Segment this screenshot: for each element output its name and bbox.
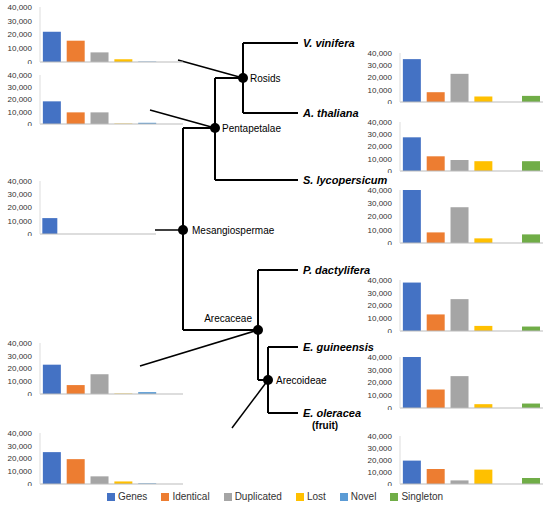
svg-text:30,000: 30,000 xyxy=(8,352,33,361)
svg-text:10,000: 10,000 xyxy=(8,108,33,117)
svg-text:20,000: 20,000 xyxy=(368,301,393,310)
svg-text:30,000: 30,000 xyxy=(368,199,393,208)
svg-text:10,000: 10,000 xyxy=(368,226,393,235)
svg-text:10,000: 10,000 xyxy=(8,377,33,386)
svg-text:40,000: 40,000 xyxy=(368,432,393,441)
svg-text:A. thaliana: A. thaliana xyxy=(302,107,359,119)
svg-text:30,000: 30,000 xyxy=(368,130,393,139)
svg-text:30,000: 30,000 xyxy=(8,190,33,199)
svg-text:30,000: 30,000 xyxy=(368,366,393,375)
svg-text:30,000: 30,000 xyxy=(8,442,33,451)
svg-text:30,000: 30,000 xyxy=(368,444,393,453)
svg-text:0: 0 xyxy=(28,480,33,486)
svg-text:Rosids: Rosids xyxy=(250,73,281,84)
svg-text:Mesangiospermae: Mesangiospermae xyxy=(192,225,275,236)
svg-text:10,000: 10,000 xyxy=(368,391,393,400)
svg-text:10,000: 10,000 xyxy=(368,314,393,323)
svg-text:0: 0 xyxy=(388,167,393,173)
svg-text:Pentapetalae: Pentapetalae xyxy=(222,123,281,134)
svg-text:40,000: 40,000 xyxy=(8,339,33,348)
svg-text:20,000: 20,000 xyxy=(368,73,393,82)
svg-text:30,000: 30,000 xyxy=(8,83,33,92)
svg-text:40,000: 40,000 xyxy=(8,177,33,186)
html-text:Duplicated: Duplicated xyxy=(234,491,282,502)
svg-text:40,000: 40,000 xyxy=(368,49,393,58)
svg-text:40,000: 40,000 xyxy=(368,118,393,127)
svg-text:0: 0 xyxy=(28,58,33,64)
svg-text:Arecoideae: Arecoideae xyxy=(276,375,327,386)
svg-text:P. dactylifera: P. dactylifera xyxy=(303,264,370,276)
svg-text:40,000: 40,000 xyxy=(368,276,393,285)
svg-text:10,000: 10,000 xyxy=(8,217,33,226)
svg-text:0: 0 xyxy=(388,480,393,486)
svg-text:20,000: 20,000 xyxy=(8,203,33,212)
html-text:Novel: Novel xyxy=(350,491,377,502)
svg-text:0: 0 xyxy=(388,327,393,333)
svg-text:20,000: 20,000 xyxy=(368,456,393,465)
svg-text:10,000: 10,000 xyxy=(8,44,33,53)
svg-text:40,000: 40,000 xyxy=(368,353,393,362)
svg-text:40,000: 40,000 xyxy=(8,71,33,80)
svg-text:30,000: 30,000 xyxy=(368,61,393,70)
svg-text:S. lycopersicum: S. lycopersicum xyxy=(303,174,388,186)
html-text:Genes: Genes xyxy=(117,491,148,502)
svg-text:0: 0 xyxy=(28,390,33,396)
svg-text:30,000: 30,000 xyxy=(8,17,33,26)
svg-text:40,000: 40,000 xyxy=(368,186,393,195)
svg-text:20,000: 20,000 xyxy=(368,212,393,221)
svg-text:(fruit): (fruit) xyxy=(312,420,338,431)
html-text:Lost: Lost xyxy=(306,491,326,502)
svg-text:10,000: 10,000 xyxy=(8,467,33,476)
svg-text:E. oleracea: E. oleracea xyxy=(303,407,361,419)
svg-text:V. vinifera: V. vinifera xyxy=(303,37,355,49)
svg-text:10,000: 10,000 xyxy=(368,155,393,164)
svg-text:E. guineensis: E. guineensis xyxy=(303,341,374,353)
svg-text:Arecaceae: Arecaceae xyxy=(204,313,252,324)
html-text:Singleton: Singleton xyxy=(401,491,444,502)
svg-text:40,000: 40,000 xyxy=(8,3,33,12)
svg-text:20,000: 20,000 xyxy=(8,30,33,39)
svg-text:20,000: 20,000 xyxy=(8,454,33,463)
html-text:Identical: Identical xyxy=(172,491,210,502)
svg-text:0: 0 xyxy=(388,239,393,245)
svg-text:30,000: 30,000 xyxy=(368,289,393,298)
svg-text:20,000: 20,000 xyxy=(368,142,393,151)
svg-text:0: 0 xyxy=(388,98,393,104)
svg-text:10,000: 10,000 xyxy=(368,86,393,95)
svg-text:10,000: 10,000 xyxy=(368,468,393,477)
svg-text:20,000: 20,000 xyxy=(8,364,33,373)
svg-text:0: 0 xyxy=(28,120,33,126)
svg-text:0: 0 xyxy=(28,230,33,236)
svg-text:0: 0 xyxy=(388,404,393,410)
svg-text:40,000: 40,000 xyxy=(8,429,33,438)
svg-text:20,000: 20,000 xyxy=(8,95,33,104)
svg-text:20,000: 20,000 xyxy=(368,378,393,387)
